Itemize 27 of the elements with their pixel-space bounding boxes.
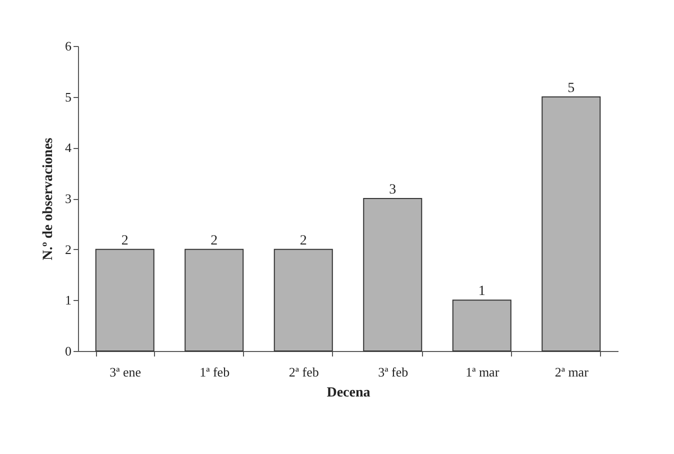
x-tick-label: 2ª mar <box>554 364 590 380</box>
data-label: 2 <box>210 233 218 248</box>
x-tick-label: 1ª mar <box>466 364 500 380</box>
bar <box>95 248 154 352</box>
bar <box>274 248 333 352</box>
data-label: 5 <box>568 80 575 96</box>
y-tick-label: 4 <box>65 140 72 156</box>
y-axis-title: N.º de observaciones <box>41 137 56 260</box>
data-label: 3 <box>389 182 396 198</box>
y-tick-label: 6 <box>65 38 72 54</box>
y-tick-label: 0 <box>65 344 72 358</box>
y-tick-label: 1 <box>65 292 72 308</box>
bar <box>363 198 422 352</box>
y-tick-label: 5 <box>65 89 72 104</box>
bar <box>184 248 244 352</box>
data-label: 1 <box>478 284 486 300</box>
x-tick-label: 3ª ene <box>110 364 142 380</box>
y-tick-label: 3 <box>65 191 72 206</box>
x-tick-label: 3ª feb <box>378 364 408 380</box>
x-tick-label: 2ª feb <box>288 364 319 380</box>
bar <box>542 96 601 352</box>
x-tick-label: 1ª feb <box>200 364 230 380</box>
data-label: 2 <box>121 233 128 248</box>
x-axis-title: Decena <box>326 386 370 400</box>
data-label: 2 <box>300 233 307 248</box>
bar <box>452 300 512 352</box>
y-tick-label: 2 <box>65 242 72 257</box>
